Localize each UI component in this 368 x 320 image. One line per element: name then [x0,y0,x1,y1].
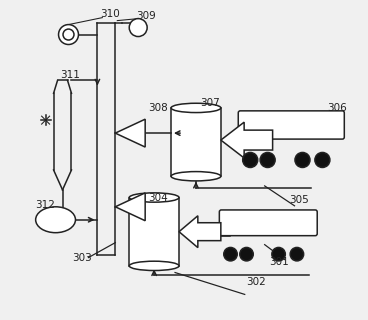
Polygon shape [179,216,221,248]
Text: 301: 301 [270,257,289,267]
Circle shape [59,25,78,44]
Ellipse shape [171,103,221,113]
Text: 311: 311 [61,70,81,80]
Polygon shape [221,122,273,158]
Circle shape [260,152,275,167]
Text: 308: 308 [148,103,168,113]
Text: 304: 304 [148,193,168,203]
Ellipse shape [129,193,179,202]
Text: 307: 307 [200,98,220,108]
Circle shape [243,152,258,167]
Bar [171,108,221,176]
Circle shape [272,247,285,261]
Text: 310: 310 [100,9,120,19]
Text: 305: 305 [290,195,309,205]
Circle shape [224,247,237,261]
Circle shape [240,247,253,261]
Text: 303: 303 [72,252,92,263]
Polygon shape [115,193,145,221]
Circle shape [63,29,74,40]
Ellipse shape [36,207,75,233]
Text: 309: 309 [136,11,156,20]
FancyBboxPatch shape [219,210,317,236]
FancyBboxPatch shape [238,111,344,139]
Circle shape [290,247,304,261]
Ellipse shape [129,261,179,270]
Ellipse shape [171,172,221,181]
Bar [129,197,179,266]
Polygon shape [115,119,145,147]
Circle shape [315,152,330,167]
Text: 312: 312 [36,200,56,210]
Text: 302: 302 [246,277,265,287]
Circle shape [129,19,147,36]
Text: 306: 306 [328,103,347,113]
Circle shape [295,152,310,167]
